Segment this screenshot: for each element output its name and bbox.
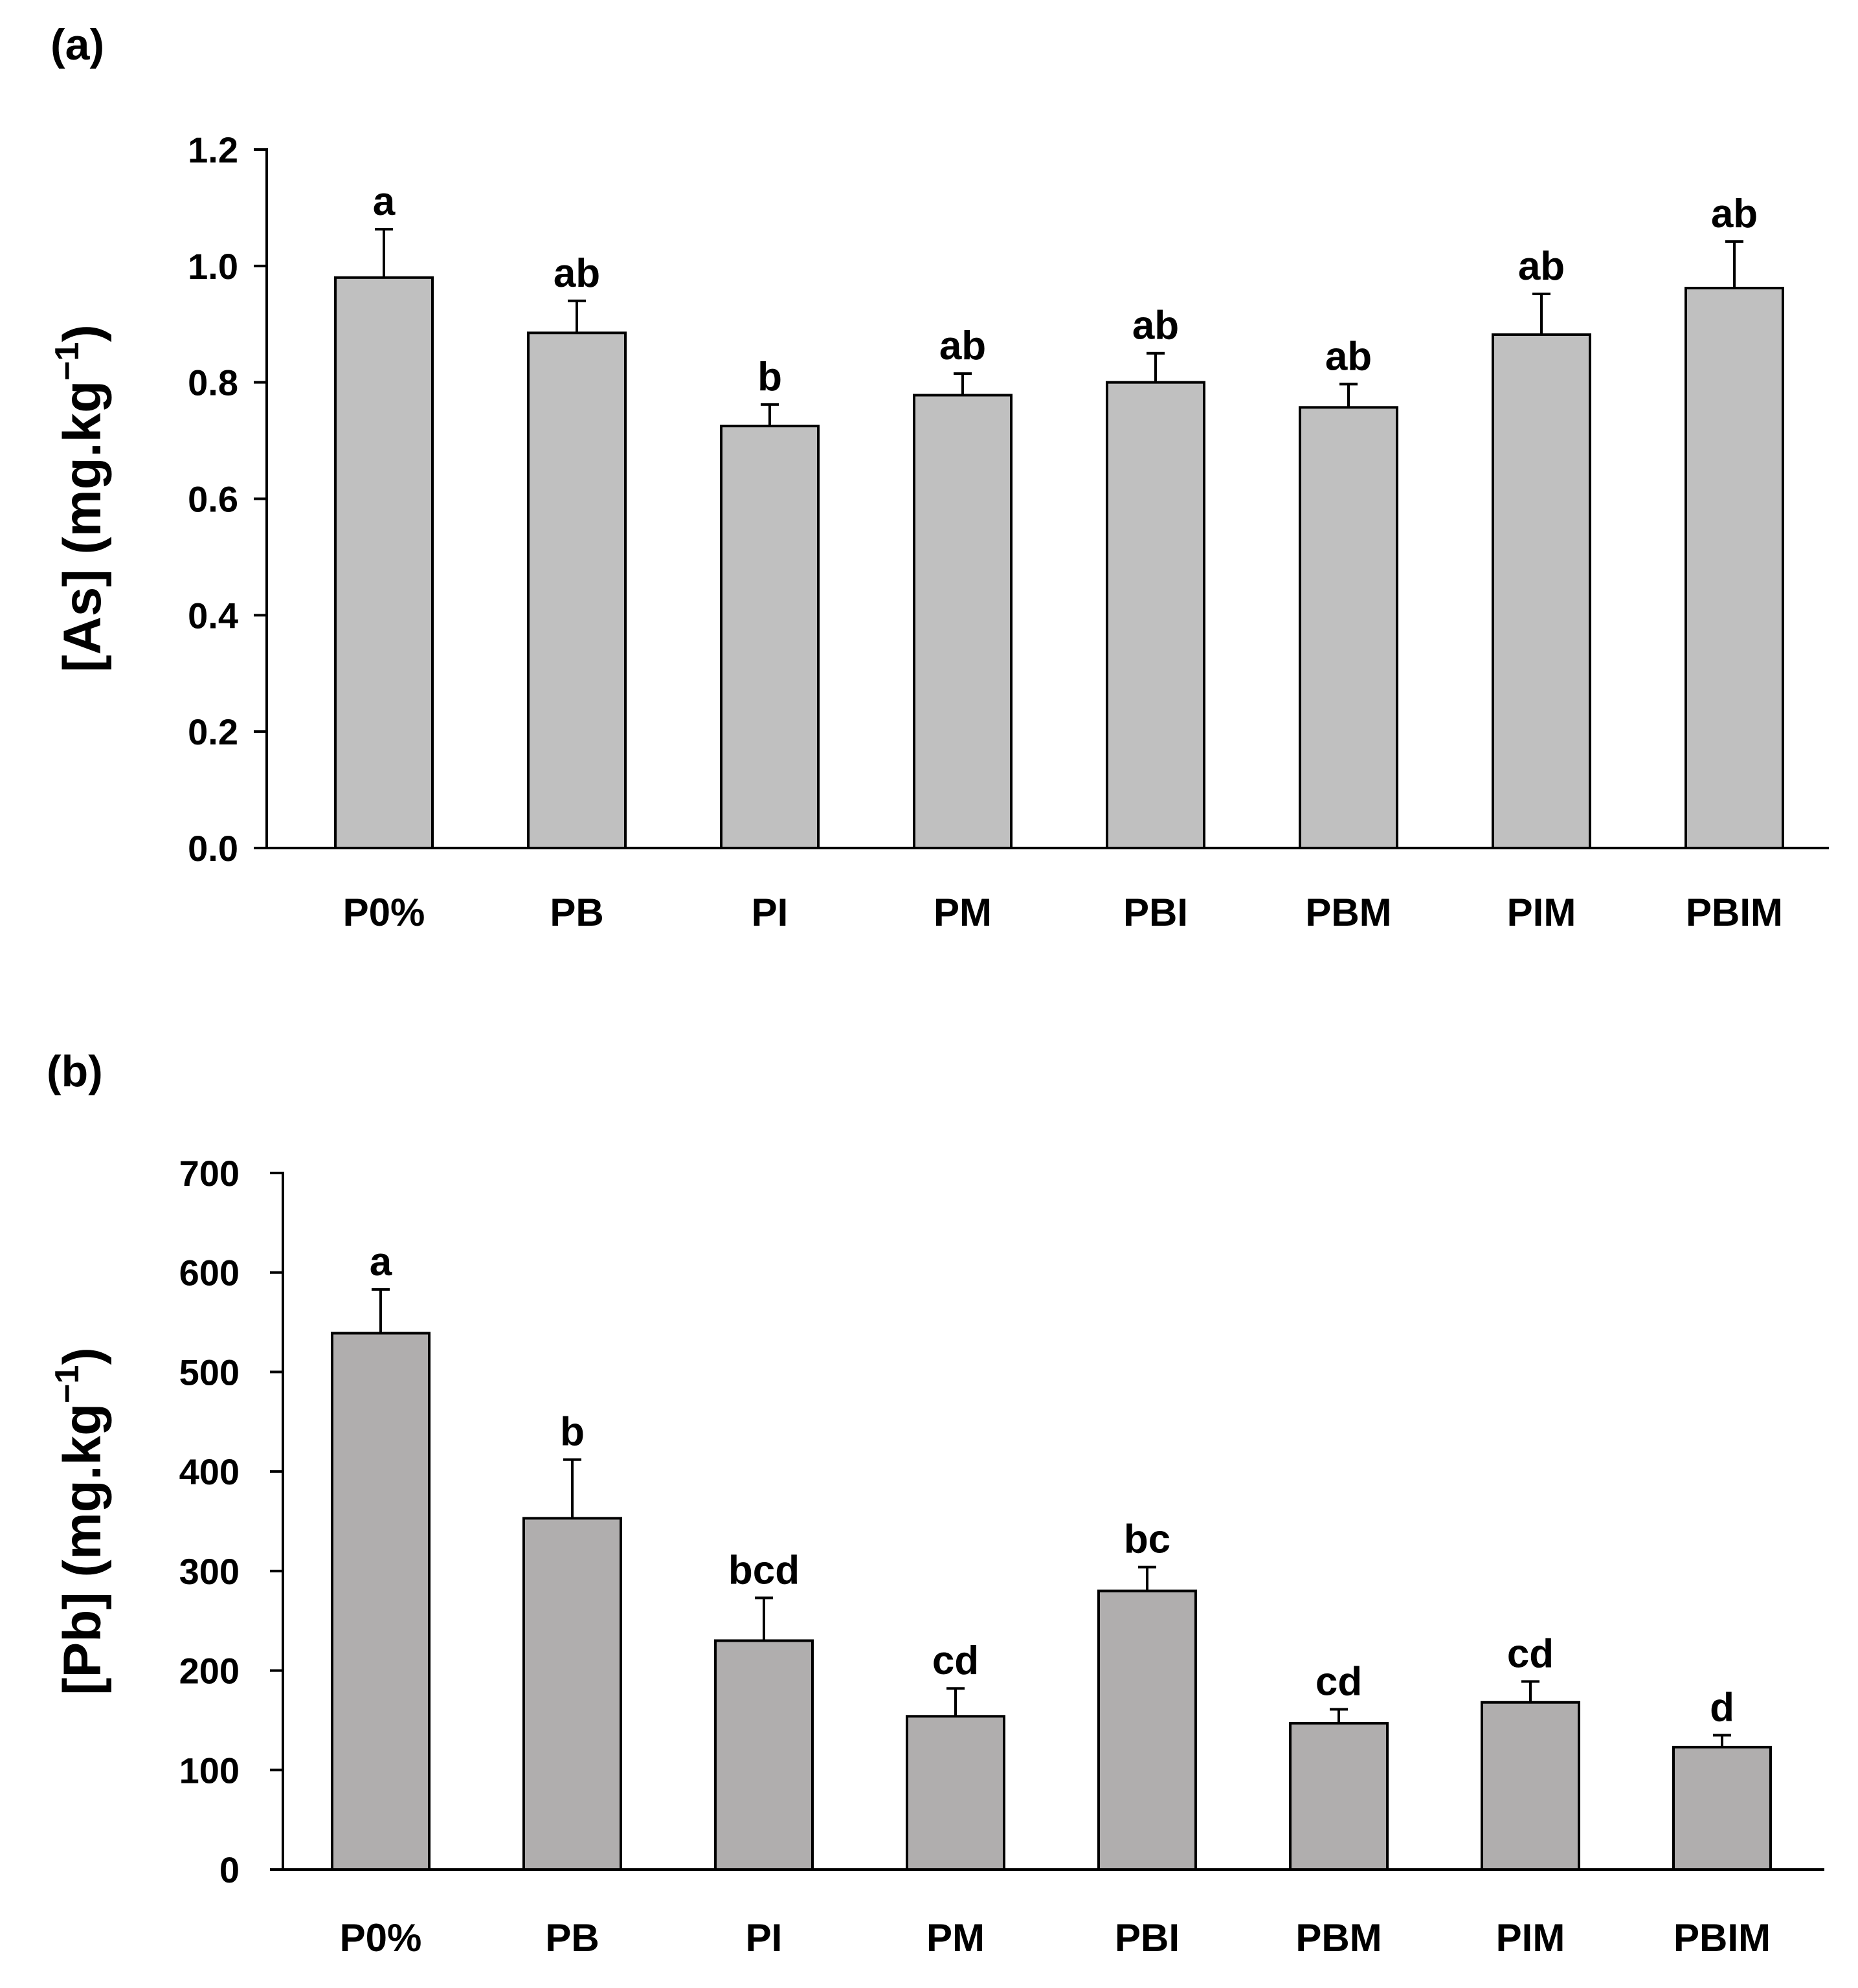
x-tick-label: PM <box>934 891 992 934</box>
bar <box>1492 333 1591 849</box>
significance-letter: cd <box>932 1638 979 1683</box>
bar <box>522 1517 622 1871</box>
x-tick-label: P0% <box>340 1916 422 1960</box>
x-tick-label: PB <box>545 1916 599 1960</box>
bar <box>1289 1722 1389 1871</box>
y-tick-label: 600 <box>179 1253 240 1293</box>
significance-letter: bc <box>1124 1517 1170 1562</box>
x-tick-label: PI <box>746 1916 783 1960</box>
y-axis-title-close: ) <box>53 324 112 342</box>
y-axis-title-sup: −1 <box>49 1365 86 1403</box>
bar <box>1481 1701 1580 1871</box>
y-axis-title-sup: −1 <box>49 342 86 381</box>
bar <box>527 331 627 849</box>
significance-letter: a <box>370 1240 392 1284</box>
bar <box>1299 406 1398 849</box>
y-tick-label: 0.2 <box>188 711 238 752</box>
x-tick-label: PBM <box>1305 891 1391 934</box>
x-tick-label: PBI <box>1115 1916 1180 1960</box>
y-axis-title: [Pb] (mg.kg−1) <box>49 1347 112 1695</box>
x-tick-label: PBIM <box>1686 891 1783 934</box>
significance-letter: ab <box>1325 334 1372 379</box>
significance-letter: ab <box>554 251 600 296</box>
y-tick-label: 500 <box>179 1352 240 1392</box>
significance-letter: cd <box>1315 1660 1362 1704</box>
x-tick-label: PBI <box>1123 891 1188 934</box>
y-tick-label: 400 <box>179 1451 240 1492</box>
panel-label: (a) <box>50 20 104 69</box>
y-tick-label: 0.0 <box>188 828 238 869</box>
y-tick-label: 200 <box>179 1651 240 1692</box>
significance-letter: ab <box>1132 304 1179 348</box>
significance-letter: cd <box>1507 1631 1554 1676</box>
bar <box>1672 1745 1772 1871</box>
chart-panel-a: (a) a P0% ab PB b PI ab PM ab PBI ab PBM ab PIM ab PBIM 0… <box>49 20 1829 934</box>
significance-letter: ab <box>939 324 986 368</box>
chart-panel-b: (b) a P0% b PB bcd PI cd PM bc PBI cd PBM cd PIM d PBIM 0… <box>47 1047 1824 1960</box>
x-tick-label: PM <box>926 1916 985 1960</box>
significance-letter: bcd <box>728 1548 800 1592</box>
x-tick-label: PIM <box>1496 1916 1565 1960</box>
bar <box>906 1715 1005 1871</box>
bar <box>1106 381 1205 849</box>
y-axis-title: [As] (mg.kg−1) <box>49 324 112 673</box>
significance-letter: d <box>1710 1685 1734 1730</box>
x-tick-label: PB <box>550 891 603 934</box>
y-axis-title-close: ) <box>53 1347 112 1365</box>
significance-letter: ab <box>1518 244 1565 289</box>
y-tick-label: 700 <box>179 1153 240 1194</box>
y-tick-label: 1.2 <box>188 129 238 170</box>
y-axis-title-main: [As] (mg.kg <box>53 381 112 673</box>
y-tick-label: 1.0 <box>188 246 238 287</box>
bar <box>1685 287 1784 850</box>
panel-label: (b) <box>47 1047 103 1096</box>
bar <box>1097 1589 1197 1871</box>
bar <box>334 276 434 850</box>
y-tick-label: 0.8 <box>188 363 238 403</box>
bar <box>331 1332 431 1871</box>
x-tick-label: P0% <box>343 891 425 934</box>
y-tick-label: 100 <box>179 1750 240 1791</box>
bar <box>720 425 820 849</box>
y-tick-label: 0.6 <box>188 479 238 520</box>
x-tick-label: PI <box>752 891 789 934</box>
x-tick-label: PIM <box>1507 891 1576 934</box>
significance-letter: b <box>757 355 782 399</box>
bar <box>714 1639 814 1871</box>
y-tick-label: 0.4 <box>188 595 238 636</box>
significance-letter: ab <box>1711 192 1758 236</box>
y-tick-label: 300 <box>179 1551 240 1592</box>
x-tick-label: PBM <box>1295 1916 1382 1960</box>
y-axis-title-main: [Pb] (mg.kg <box>53 1403 112 1695</box>
bar <box>913 394 1013 849</box>
significance-letter: a <box>373 179 396 224</box>
x-tick-label: PBIM <box>1673 1916 1771 1960</box>
significance-letter: b <box>560 1410 585 1455</box>
y-tick-label: 0 <box>219 1849 240 1890</box>
